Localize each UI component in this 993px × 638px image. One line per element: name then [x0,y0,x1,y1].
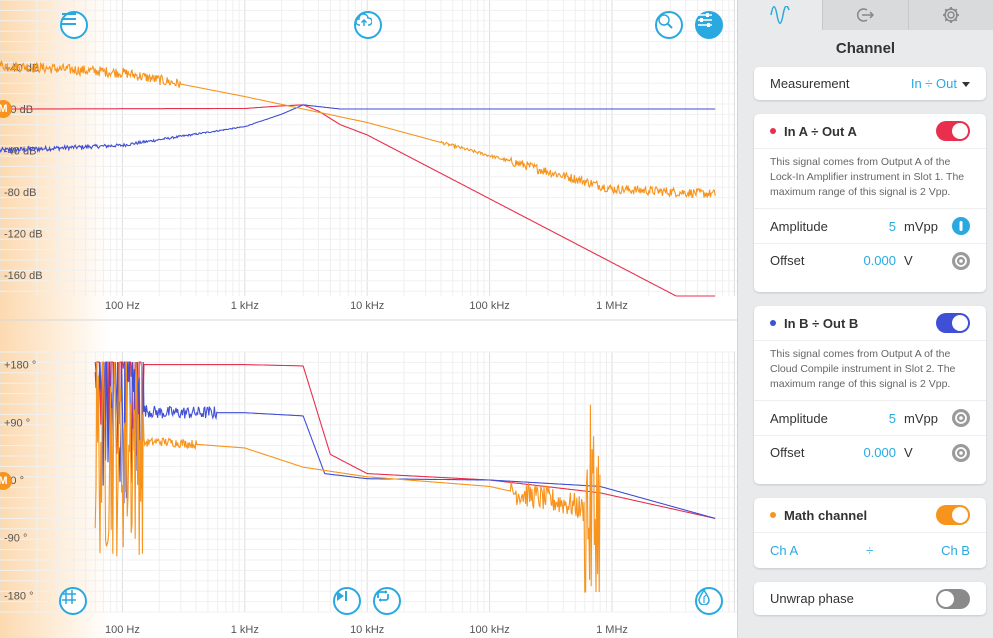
tab-settings[interactable] [907,0,993,30]
crosshair-grid-icon [62,590,76,604]
phase-series-math [94,361,601,593]
channel-b-card: In B ÷ Out B This signal comes from Outp… [754,306,986,484]
magnitude-fade [0,0,110,320]
channel-a-offset-control[interactable] [952,251,970,270]
math-color-dot [770,512,776,518]
math-operand-b[interactable]: Ch B [941,543,970,558]
channel-b-color-dot [770,320,776,326]
measurement-card: Measurement In ÷ Out [754,67,986,100]
loop-icon [377,590,389,602]
channel-b-description: This signal comes from Output A of the C… [754,340,986,401]
channel-b-offset-label: Offset [770,445,805,460]
phase-y-tick: +180 ° [4,360,36,372]
target-icon [955,254,967,267]
channel-b-amplitude-input[interactable]: 5 [888,410,896,426]
phase-x-tick: 1 MHz [596,624,628,636]
channel-b-offset-unit: V [904,445,913,460]
slider-knob-icon [959,221,963,231]
channel-a-offset-unit: V [904,253,913,268]
math-button[interactable] [695,587,723,615]
single-acquisition-button[interactable] [333,587,361,615]
magnitude-x-tick: 10 kHz [350,300,384,312]
channel-b-toggle[interactable] [936,313,970,333]
math-channel-toggle[interactable] [936,505,970,525]
channel-b-offset-control[interactable] [952,443,970,462]
math-operand-a[interactable]: Ch A [770,543,799,558]
cloud-upload-icon [356,13,372,26]
channel-a-amplitude-unit: mVpp [904,218,938,234]
phase-x-tick: 10 kHz [350,624,384,636]
channel-b-amplitude-label: Amplitude [770,410,828,426]
channel-a-amplitude-label: Amplitude [770,218,828,234]
math-marker-phase[interactable]: M [0,472,12,490]
magnitude-x-tick: 1 MHz [596,300,628,312]
math-marker-magnitude[interactable]: M [0,100,12,118]
magnitude-series-b [0,104,716,154]
channel-a-offset-input[interactable]: 0.000 [863,253,896,268]
channel-b-amplitude-unit: mVpp [904,410,938,426]
math-channel-card: Math channel Ch A ÷ Ch B [754,498,986,568]
zoom-search-icon [658,14,673,29]
magnitude-y-tick: -120 dB [4,229,43,241]
target-icon [955,412,967,424]
plot-area[interactable]: +40 dB +0 dB -40 dB -80 dB -120 dB -160 dB +18… [0,0,737,638]
math-drop-icon [698,589,710,605]
magnitude-series-a [0,104,716,297]
measurement-label: Measurement [770,76,850,91]
bode-plot-svg[interactable]: +40 dB+0 dB-40 dB-80 dB-120 dB-160 dB+18… [0,0,737,638]
channel-a-toggle[interactable] [936,121,970,141]
channel-a-amplitude-control[interactable] [952,217,970,235]
channel-a-card: In A ÷ Out A This signal comes from Outp… [754,114,986,292]
export-icon [857,8,875,22]
plot-settings-button[interactable] [695,11,723,39]
sidebar-tabs [738,0,993,30]
cursor-button[interactable] [59,587,87,615]
phase-x-tick: 100 kHz [469,624,509,636]
tab-export[interactable] [822,0,908,30]
chevron-down-icon [962,82,970,88]
channel-a-name: In A ÷ Out A [784,123,857,139]
channel-b-amplitude-control[interactable] [952,409,970,427]
math-operator[interactable]: ÷ [866,543,874,558]
menu-button[interactable] [60,11,88,39]
tab-channels[interactable] [738,0,823,30]
sidebar-title: Channel [835,40,896,57]
phase-series-b [94,361,716,519]
sidebar: Channel Measurement In ÷ Out In A ÷ Out … [737,0,993,638]
channel-b-offset-input[interactable]: 0.000 [863,445,896,460]
play-step-icon [337,591,347,601]
measurement-dropdown[interactable]: In ÷ Out [911,76,970,91]
magnitude-x-tick: 1 kHz [231,300,259,312]
magnitude-x-tick: 100 Hz [105,300,140,312]
upload-button[interactable] [354,11,382,39]
magnitude-y-tick: -160 dB [4,270,43,282]
magnitude-y-tick: -80 dB [4,187,36,199]
phase-y-tick: +90 ° [4,417,30,429]
phase-y-tick: -180 ° [4,590,33,602]
phase-x-tick: 1 kHz [231,624,259,636]
magnitude-x-tick: 100 kHz [469,300,509,312]
target-icon [955,446,967,459]
unwrap-phase-toggle[interactable] [936,588,970,609]
phase-y-tick: -90 ° [4,533,27,545]
channel-a-offset-label: Offset [770,253,805,268]
channel-a-amplitude-input[interactable]: 5 [888,218,896,234]
phase-x-tick: 100 Hz [105,624,140,636]
math-channel-name: Math channel [784,507,868,523]
continuous-loop-button[interactable] [373,587,401,615]
menu-icon [62,13,76,25]
gear-icon [942,7,959,23]
phase-series-a [94,361,716,519]
measurement-value: In ÷ Out [910,76,957,91]
channel-b-name: In B ÷ Out B [784,315,859,331]
waveform-icon [770,6,790,24]
unwrap-phase-label: Unwrap phase [770,591,854,606]
sliders-icon [698,13,712,27]
channel-a-color-dot [770,128,776,134]
autoscale-button[interactable] [655,11,683,39]
channel-a-description: This signal comes from Output A of the L… [754,148,986,209]
unwrap-phase-card: Unwrap phase [754,582,986,615]
magnitude-series-math [0,59,716,199]
